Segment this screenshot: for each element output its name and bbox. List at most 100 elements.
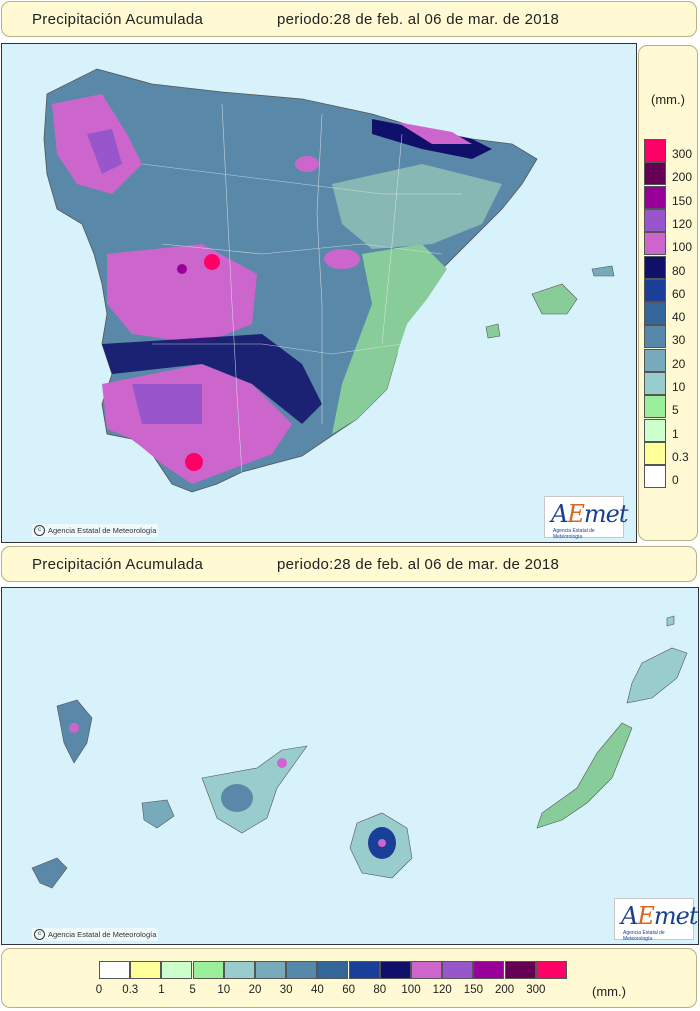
legend-swatch	[644, 255, 666, 279]
copyright-icon: c	[34, 929, 45, 940]
legend-swatch	[411, 961, 442, 979]
galicia-core	[87, 129, 122, 174]
legend-swatch	[504, 961, 536, 979]
legend-label: 120	[432, 984, 452, 996]
tenerife-core	[221, 784, 253, 812]
legend-label: 60	[342, 984, 355, 996]
southwest-core	[132, 384, 202, 424]
la-palma-peak	[69, 723, 79, 733]
lanzarote	[626, 647, 688, 704]
legend-label: 40	[672, 310, 686, 325]
legend-label: 1	[158, 984, 165, 996]
canarias-map: c Agencia Estatal de Meteorología AEmet …	[1, 587, 699, 945]
legend-label: 60	[672, 286, 686, 301]
legend-label: 5	[189, 984, 196, 996]
la-gomera	[141, 799, 175, 829]
legend-label: 40	[310, 984, 324, 996]
legend-swatch	[644, 278, 666, 302]
legend-swatch	[286, 961, 318, 979]
peninsula-map: c Agencia Estatal de Meteorología AEmet …	[1, 43, 637, 543]
period-label: periodo:28 de feb. al 06 de mar. de 2018	[277, 11, 560, 28]
legend-swatch	[644, 162, 666, 186]
tenerife-peak	[277, 758, 287, 768]
legend-swatch	[644, 139, 666, 162]
legend-swatch	[348, 961, 380, 979]
legend-swatch	[379, 961, 411, 979]
aemet-logo-canarias: AEmet Agencia Estatal de Meteorología	[614, 898, 698, 942]
legend-swatch	[192, 961, 224, 979]
legend-label: 10	[217, 984, 231, 996]
canarias-precipitation-map	[31, 615, 688, 889]
legend-swatch	[255, 961, 286, 979]
legend-label: 200	[672, 170, 693, 185]
legend-swatch	[161, 961, 193, 979]
credit-text: Agencia Estatal de Meteorología	[48, 930, 157, 939]
legend-swatch	[130, 961, 162, 979]
legend-swatch	[644, 325, 666, 349]
legend-swatch	[644, 302, 666, 326]
legend-label: 100	[672, 240, 693, 255]
bottom-title-bar: Precipitación Acumulada periodo:28 de fe…	[1, 546, 697, 582]
graciosa	[666, 615, 675, 627]
legend-label: 0	[95, 984, 103, 996]
credit-text: Agencia Estatal de Meteorología	[48, 526, 157, 535]
logo-subtitle: Agencia Estatal de Meteorología	[553, 528, 595, 540]
province-borders	[141, 103, 462, 475]
legend-label: 120	[672, 216, 693, 231]
legend-swatch	[644, 348, 666, 372]
gran-canaria-peak	[378, 839, 386, 847]
legend-label: 80	[672, 263, 686, 278]
fuerteventura	[536, 722, 633, 829]
legend-swatch	[644, 441, 666, 465]
map-title: Precipitación Acumulada	[32, 11, 204, 28]
cantabria-high	[397, 122, 472, 144]
legend-swatch	[644, 395, 666, 419]
legend-label: 0.3	[122, 984, 139, 996]
legend-swatch	[644, 372, 666, 395]
legend-swatch	[644, 185, 666, 209]
top-title-bar: Precipitación Acumulada periodo:28 de fe…	[1, 1, 697, 37]
legend-label: 300	[672, 147, 693, 161]
legend-label: 200	[495, 984, 515, 996]
legend-unit-bottom: (mm.)	[592, 984, 626, 999]
legend-label: 5	[672, 403, 679, 418]
logo-letters: AEmet	[621, 902, 698, 930]
legend-swatch	[535, 961, 567, 979]
legend-swatch	[442, 961, 474, 979]
menorca	[591, 265, 615, 277]
el-hierro	[31, 857, 68, 889]
legend-label: 150	[463, 984, 483, 996]
central-west-peak-2	[177, 264, 187, 274]
legend-swatch	[644, 208, 666, 232]
period-label-canarias: periodo:28 de feb. al 06 de mar. de 2018	[277, 556, 560, 573]
legend-label: 0.3	[672, 449, 689, 464]
legend-swatch	[317, 961, 349, 979]
south-peak	[185, 453, 203, 471]
legend-label: 20	[248, 984, 262, 996]
logo-letters: AEmet	[551, 500, 628, 528]
legend-label: 30	[279, 984, 293, 996]
legend-label: 80	[373, 984, 387, 996]
legend-label: 30	[672, 333, 686, 348]
peninsula-precipitation-map	[43, 68, 615, 493]
legend-label: 20	[672, 356, 686, 371]
side-legend: (mm.) 300 200 150 120 100 80 60 40 30 20 10 5 1 0.3 0	[638, 45, 698, 541]
bottom-legend: 0 0.3 1 5 10 20 30 40 60 80 100 120 150 200 300 (mm.)	[1, 948, 697, 1008]
mallorca	[531, 283, 578, 315]
copyright-icon: c	[34, 525, 45, 536]
central-west-peak	[204, 254, 220, 270]
legend-label: 1	[672, 426, 679, 441]
credit-label: c Agencia Estatal de Meteorología	[32, 524, 159, 537]
ebro-valley	[332, 164, 502, 249]
leon-high	[295, 156, 319, 172]
legend-label: 0	[672, 473, 679, 488]
legend-swatch	[644, 232, 666, 256]
madrid-high	[324, 249, 360, 269]
legend-swatch	[99, 961, 130, 979]
legend-label: 10	[672, 380, 686, 394]
ibiza	[485, 323, 501, 339]
legend-unit: (mm.)	[651, 92, 685, 107]
map-title-canarias: Precipitación Acumulada	[32, 556, 204, 573]
credit-label-canarias: c Agencia Estatal de Meteorología	[32, 928, 159, 941]
east-coast-low	[332, 244, 447, 434]
